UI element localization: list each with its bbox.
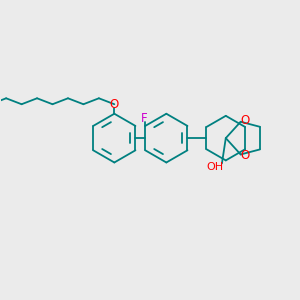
Text: O: O	[241, 149, 250, 162]
Text: O: O	[241, 114, 250, 127]
Text: F: F	[140, 112, 147, 125]
Text: OH: OH	[207, 162, 224, 172]
Text: O: O	[110, 98, 119, 111]
